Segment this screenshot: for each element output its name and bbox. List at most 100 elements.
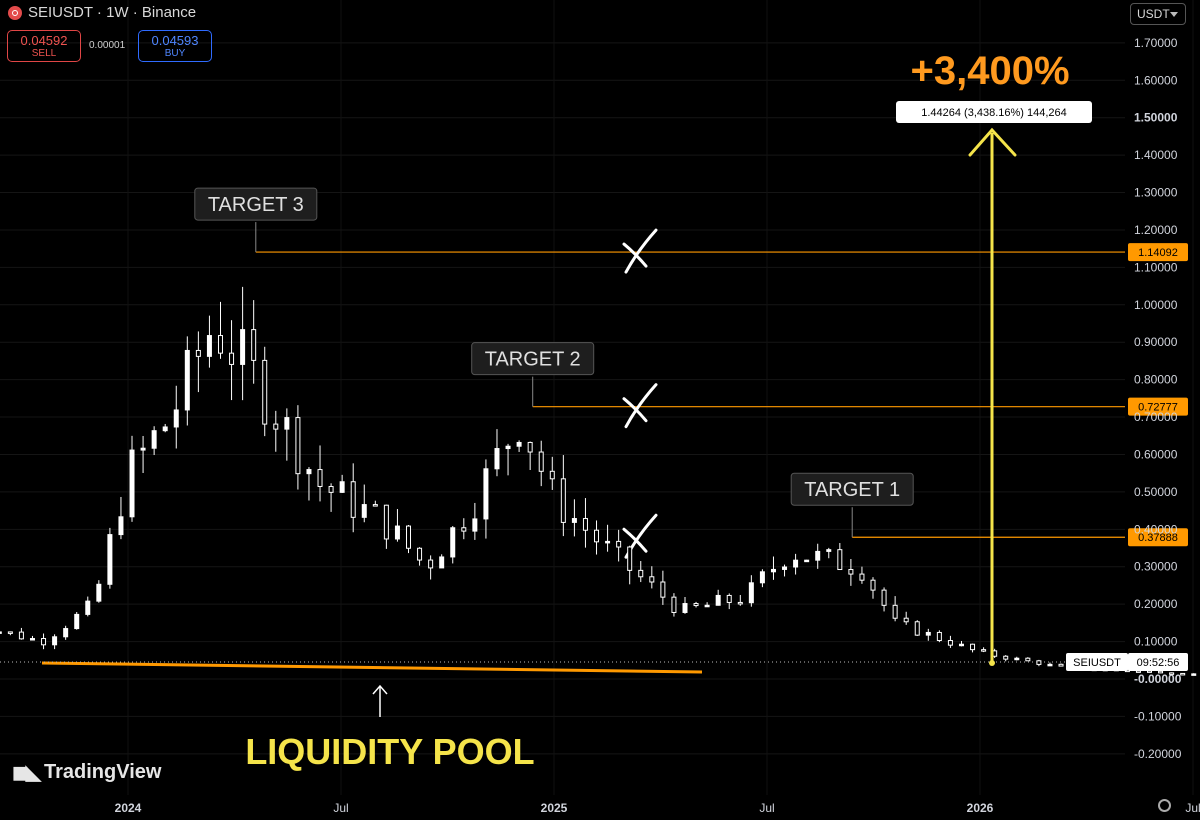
price-candle (848, 569, 854, 575)
level-price-tag (1128, 397, 1188, 416)
price-candle (350, 481, 356, 518)
currency-select[interactable]: USDT (1130, 3, 1186, 25)
price-candle (18, 631, 24, 640)
price-axis: 1.70000 1.60000 1.50000 1.40000 1.30000 1.200… (1134, 36, 1182, 761)
price-candle (339, 481, 345, 493)
target-label: TARGET 2 (485, 349, 581, 371)
symbol-title: SEIUSDT · 1W · Binance (28, 4, 197, 21)
sei-logo-icon (8, 5, 22, 20)
tradingview-logo-icon: ◼◣ (12, 762, 41, 784)
price-candle (7, 631, 13, 634)
price-candle (317, 469, 323, 487)
price-candle (981, 649, 987, 652)
annotations: LIQUIDITY POOL SEIUSDT 09:52:56 1.44264 (3,… (0, 49, 1188, 772)
price-candle (450, 527, 456, 558)
price-candle (162, 426, 168, 432)
sell-price: 0.04592 (20, 33, 68, 48)
price-candle (129, 449, 135, 518)
gain-annotation: +3,400% (910, 49, 1069, 93)
price-candle (0, 631, 2, 634)
time-tick-label: 2025 (541, 801, 568, 815)
chart-header: SEIUSDT · 1W · Binance (8, 4, 196, 21)
time-axis: 2024Jul2025Jul2026Jul2027Jul2028Jul (115, 801, 1200, 815)
tradingview-text: TradingView (43, 761, 162, 783)
price-candle (859, 573, 865, 581)
price-candle (881, 589, 887, 606)
gain-arrow-head-icon (968, 127, 1017, 157)
price-candle (516, 441, 522, 447)
price-candle (571, 518, 577, 523)
price-candle (184, 349, 190, 411)
price-tick-label: 0.10000 (1134, 635, 1178, 649)
price-candle (52, 636, 58, 646)
price-candle (793, 559, 799, 568)
price-candle (74, 613, 80, 630)
target-label: TARGET 1 (804, 479, 900, 501)
price-candle (1047, 663, 1053, 667)
target-levels: 1.14092 TARGET 3 0.72777 TARGET 2 0.37888 TAR… (194, 187, 1188, 559)
price-tick-label: 1.30000 (1134, 186, 1178, 200)
price-tick-label: 0.50000 (1134, 485, 1178, 499)
time-tick-label: Jul (1185, 801, 1200, 815)
price-candle (693, 603, 699, 607)
price-candle (527, 441, 533, 453)
price-candle (936, 631, 942, 642)
price-tick-label: 1.20000 (1134, 223, 1178, 237)
price-candle (383, 504, 389, 540)
price-candle (85, 600, 91, 615)
price-candle (770, 568, 776, 573)
price-candle (262, 359, 268, 425)
price-candle (737, 601, 743, 605)
price-candle (538, 451, 544, 472)
countdown-label: 09:52:56 (1137, 657, 1180, 669)
price-candle (870, 579, 876, 591)
price-candle (560, 478, 566, 523)
gain-arrow-base (989, 660, 995, 666)
price-candle (914, 621, 920, 636)
price-candle (206, 335, 212, 357)
price-candle (1191, 673, 1197, 676)
price-candle (273, 423, 279, 430)
level-price-tag (1128, 528, 1188, 547)
price-candle (1180, 672, 1186, 676)
price-tick-label: 0.60000 (1134, 447, 1178, 461)
sell-button[interactable]: 0.04592 SELL (7, 30, 81, 62)
price-tick-label: 1.00000 (1134, 298, 1178, 312)
price-candle (605, 540, 611, 544)
time-tick-label: Jul (759, 801, 774, 815)
price-candle (394, 525, 400, 540)
settings-icon[interactable] (1158, 799, 1171, 812)
price-candle (638, 569, 644, 578)
time-tick-label: 2024 (115, 801, 142, 815)
buy-button[interactable]: 0.04593 BUY (138, 30, 212, 62)
price-tick-label: 0.70000 (1134, 410, 1178, 424)
time-tick-label: 2026 (967, 801, 994, 815)
price-candle (594, 529, 600, 543)
symbol-tag (1066, 653, 1128, 671)
price-candle (1025, 657, 1031, 662)
measure-label: 1.44264 (3,438.16%) 144,264 (921, 107, 1067, 119)
price-candle (1158, 670, 1164, 674)
price-candle (417, 547, 423, 561)
price-candle (715, 594, 721, 606)
price-tick-label: -0.20000 (1134, 747, 1182, 761)
sell-label: SELL (31, 48, 57, 59)
spread-value: 0.00001 (89, 40, 126, 51)
price-candle (251, 329, 257, 361)
countdown-tag (1128, 653, 1188, 671)
arrow-up-icon (372, 684, 388, 695)
measure-box (896, 101, 1092, 123)
price-candle (107, 534, 113, 585)
price-candle (63, 628, 69, 638)
price-candle (649, 576, 655, 583)
price-candle (96, 583, 102, 602)
price-candle (328, 485, 334, 493)
price-candle (826, 549, 832, 552)
price-candle (284, 417, 290, 430)
price-candle (549, 470, 555, 480)
price-candle (748, 582, 754, 604)
price-tick-label: 1.70000 (1134, 36, 1178, 50)
price-candle (361, 504, 367, 518)
price-tick-label: 0.30000 (1134, 560, 1178, 574)
